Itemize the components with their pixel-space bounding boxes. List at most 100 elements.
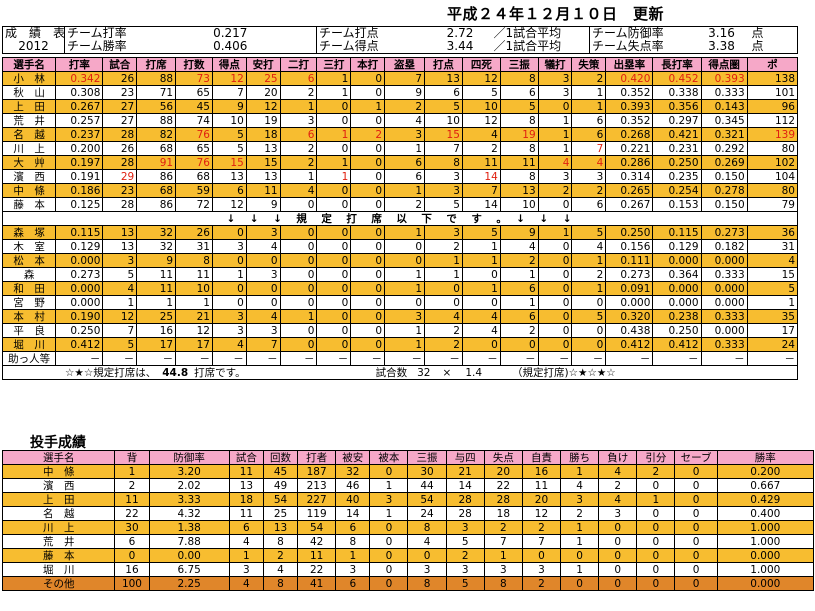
pitching-cell-hr: 0 bbox=[369, 464, 409, 479]
batting-cell-obp: 0.000 bbox=[605, 295, 654, 310]
batting-cell-bb: 0 bbox=[461, 337, 501, 352]
batting-cell-rbi: 4 bbox=[424, 309, 463, 324]
batting-cell-hr: 0 bbox=[350, 197, 386, 212]
batting-cell-pa: 91 bbox=[136, 155, 177, 170]
batting-cell-risp: 0.000 bbox=[700, 281, 748, 296]
pitching-cell-runs: 22 bbox=[483, 478, 523, 493]
batting-cell-sac: 0 bbox=[537, 337, 573, 352]
batting-cell-rbi: 1 bbox=[424, 267, 463, 282]
pitching-cell-innings: 25 bbox=[262, 506, 299, 521]
batting-cell-pts: 80 bbox=[746, 183, 799, 198]
batting-cell-sac: 0 bbox=[537, 267, 573, 282]
batting-cell-games: 23 bbox=[102, 183, 138, 198]
batting-cell-games: 5 bbox=[102, 267, 138, 282]
pitching-cell-innings: 8 bbox=[262, 534, 299, 549]
pitching-cell-runs: 8 bbox=[483, 576, 523, 591]
batting-row: 森 塚 0.115 13 32 26 0 3 0 0 0 1 3 5 9 1 5 0.250 0.115 0.273… bbox=[1, 225, 799, 240]
pitching-cell-ties: 0 bbox=[636, 520, 676, 535]
pitching-cell-runs: 3 bbox=[483, 562, 523, 577]
batting-cell-avg: 0.257 bbox=[55, 113, 104, 128]
batting-cell-risp: 0.333 bbox=[700, 85, 748, 100]
batting-cell-obp: 0.320 bbox=[605, 309, 654, 324]
pitching-cell-ties: 1 bbox=[636, 492, 676, 507]
batting-cell-hits: 4 bbox=[245, 309, 281, 324]
batting-cell-avg: 0.412 bbox=[55, 337, 104, 352]
batting-cell-slg: 0.000 bbox=[652, 281, 702, 296]
pitching-header-losses: 負け bbox=[598, 450, 638, 465]
batting-cell-err: 2 bbox=[571, 71, 607, 86]
batting-cell-risp: 0.150 bbox=[700, 197, 748, 212]
pitching-cell-era: 1.38 bbox=[148, 520, 230, 535]
batting-cell-slg: 0.238 bbox=[652, 309, 702, 324]
batting-cell-triple: 0 bbox=[316, 281, 352, 296]
batting-cell-pts: 1 bbox=[746, 295, 799, 310]
batting-cell-sb: 1 bbox=[384, 141, 425, 156]
batting-cell-bb: 5 bbox=[461, 225, 501, 240]
batting-row: 助っ人等－－－－－－－－－－－－－－－－－－－ bbox=[1, 351, 799, 366]
batting-cell-ab: 31 bbox=[175, 239, 213, 254]
batting-cell-so: 13 bbox=[499, 183, 539, 198]
batting-cell-so: 8 bbox=[499, 169, 539, 184]
batting-cell-risp: 0.345 bbox=[700, 113, 748, 128]
pitching-header-so: 三振 bbox=[407, 450, 447, 465]
batting-cell-triple: 0 bbox=[316, 239, 352, 254]
batting-cell-avg: 0.191 bbox=[55, 169, 104, 184]
pitching-cell-innings: 49 bbox=[262, 478, 299, 493]
batting-cell-pts: 36 bbox=[746, 225, 799, 240]
pitching-row: 濱 西 2 2.02 13 49 213 46 1 44 14 22 11 4 2 0 0 0.667 bbox=[1, 478, 815, 493]
batting-cell-double: 0 bbox=[279, 197, 318, 212]
batting-cell-avg: 0.190 bbox=[55, 309, 104, 324]
pitching-cell-era: 0.00 bbox=[148, 548, 230, 563]
batting-cell-pts: 4 bbox=[746, 253, 799, 268]
batting-cell-games: 28 bbox=[102, 155, 138, 170]
batting-cell-rbi: 3 bbox=[424, 225, 463, 240]
times-sign: × bbox=[442, 366, 452, 379]
batting-cell-avg: 0.267 bbox=[55, 99, 104, 114]
batting-cell-ab: 65 bbox=[175, 85, 213, 100]
team-runs: 3.44 bbox=[428, 40, 492, 54]
pitching-cell-player: 中 條 bbox=[1, 464, 116, 479]
pitching-cell-player: 名 越 bbox=[1, 506, 116, 521]
pitching-cell-hits: 32 bbox=[335, 464, 371, 479]
batting-cell-slg: 0.250 bbox=[652, 323, 702, 338]
batting-cell-obp: 0.091 bbox=[605, 281, 654, 296]
batting-cell-sb: 7 bbox=[384, 71, 425, 86]
batting-cell-runs: 9 bbox=[211, 99, 247, 114]
pitching-cell-ties: 0 bbox=[636, 576, 676, 591]
batting-cell-err: 2 bbox=[571, 267, 607, 282]
pitching-cell-win-pct: 1.000 bbox=[716, 534, 815, 549]
pitching-cell-hr: 0 bbox=[369, 520, 409, 535]
batting-cell-risp: 0.333 bbox=[700, 267, 748, 282]
pitching-cell-losses: 0 bbox=[598, 534, 638, 549]
pitching-cell-era: 6.75 bbox=[148, 562, 230, 577]
batting-cell-pa: 88 bbox=[136, 71, 177, 86]
batting-cell-risp: 0.393 bbox=[700, 71, 748, 86]
batting-cell-games: 27 bbox=[102, 99, 138, 114]
pitching-cell-innings: 54 bbox=[262, 492, 299, 507]
batting-cell-hits: 3 bbox=[245, 323, 281, 338]
pitching-cell-number: 6 bbox=[114, 534, 150, 549]
batting-cell-hits: 0 bbox=[245, 295, 281, 310]
batting-cell-player: 上 田 bbox=[1, 99, 57, 114]
batting-cell-hits: 12 bbox=[245, 99, 281, 114]
pitching-cell-innings: 8 bbox=[262, 576, 299, 591]
batting-cell-triple: 0 bbox=[316, 141, 352, 156]
batting-cell-avg: 0.186 bbox=[55, 183, 104, 198]
batting-cell-triple: 1 bbox=[316, 85, 352, 100]
batting-cell-runs: － bbox=[211, 351, 247, 366]
pitching-title: 投手成績 bbox=[30, 435, 86, 451]
batting-cell-slg: 0.129 bbox=[652, 239, 702, 254]
batting-cell-pa: 16 bbox=[136, 323, 177, 338]
batting-cell-obp: 0.438 bbox=[605, 323, 654, 338]
batting-cell-games: － bbox=[102, 351, 138, 366]
batting-cell-risp: 0.333 bbox=[700, 309, 748, 324]
pitching-cell-hits: 14 bbox=[335, 506, 371, 521]
batting-cell-bb: 4 bbox=[461, 127, 501, 142]
batting-cell-player: 荒 井 bbox=[1, 113, 57, 128]
batting-cell-double: 0 bbox=[279, 225, 318, 240]
batting-cell-sb: 0 bbox=[384, 253, 425, 268]
batting-cell-hr: 0 bbox=[350, 295, 386, 310]
batting-cell-player: 森 bbox=[1, 267, 57, 282]
batting-cell-so: 5 bbox=[499, 99, 539, 114]
